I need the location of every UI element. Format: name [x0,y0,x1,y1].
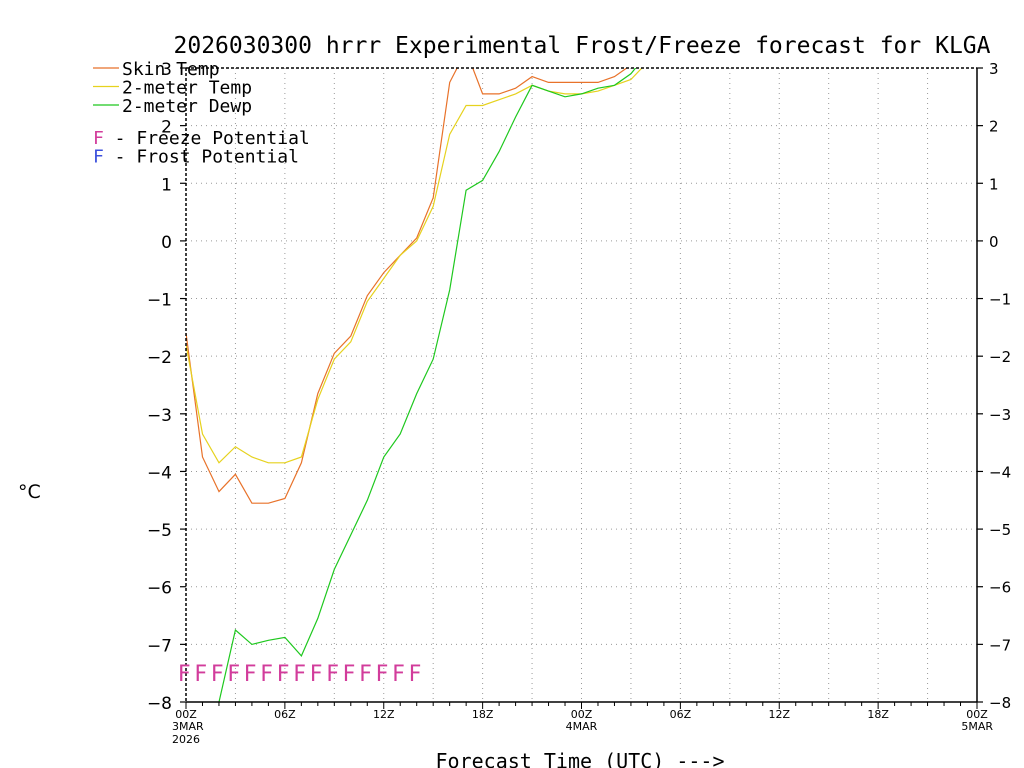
freeze-flag-marker: F [194,662,207,687]
x-tick-label: 12Z [373,708,395,721]
freeze-flag-marker: F [277,662,290,687]
x-tick-year-label: 2026 [172,733,200,746]
grid-lines [186,68,977,702]
y-tick-label-right: −7 [989,636,1011,654]
potential-legend-flag: F [93,128,104,149]
x-tick-label: 00Z [966,708,988,721]
y-tick-label-right: 1 [989,175,999,193]
x-tick-label: 06Z [670,708,692,721]
y-tick-label-left: −8 [147,694,172,714]
freeze-flag-marker: F [211,662,224,687]
freeze-flag-marker: F [376,662,389,687]
y-tick-label-left: −3 [147,406,172,426]
freeze-flag-marker: F [310,662,323,687]
y-tick-label-right: −3 [989,406,1011,424]
x-tick-date-label: 3MAR [172,720,204,733]
y-tick-label-right: −1 [989,291,1011,309]
y-tick-label-left: 0 [161,233,172,253]
x-tick-label: 00Z [571,708,593,721]
x-axis-label: Forecast Time (UTC) ---> [436,749,725,768]
y-tick-label-left: 2 [161,118,172,138]
series-line-2-meter-dewp [218,68,637,702]
y-tick-label-left: −4 [147,463,172,483]
y-tick-label-left: −6 [147,579,172,599]
chart-title: 2026030300 hrrr Experimental Frost/Freez… [174,33,991,59]
potential-legend-entry: F - Frost Potential [93,147,299,168]
freeze-flag-marker: F [359,662,372,687]
freeze-flag-marker: F [409,662,422,687]
potential-legend-flag: F [93,147,104,168]
freeze-flag-marker: F [227,662,240,687]
legend-label: Skin Temp [122,59,220,80]
x-tick-date-label: 4MAR [566,720,598,733]
y-axis-label: °C [18,481,41,503]
y-tick-label-right: −5 [989,521,1011,539]
y-tick-label-left: −7 [147,636,172,656]
x-tick-label: 06Z [274,708,296,721]
y-tick-label-left: −5 [147,521,172,541]
y-tick-label-right: 0 [989,233,999,251]
series-line-skin-temp [186,68,628,504]
freeze-flag-marker: F [244,662,257,687]
x-tick-label: 00Z [175,708,197,721]
series-line-2-meter-temp [186,68,643,464]
potential-legend-text: - Frost Potential [104,147,299,168]
freeze-flag-marker: F [178,662,191,687]
y-tick-label-right: −2 [989,348,1011,366]
freeze-flag-marker: F [326,662,339,687]
y-tick-label-right: 3 [989,60,999,78]
y-axis-ticks: −8 −8 −7 −7 −6 −6 −5 −5 −4 −4 −3 −3 −2 −2 −1 −1 0 0 1 1 2 2 3 3 [147,60,1011,714]
potential-legend-text: - Freeze Potential [104,128,310,149]
y-tick-label-left: −1 [147,291,172,311]
freeze-flag-marker: F [343,662,356,687]
x-tick-label: 12Z [768,708,790,721]
x-tick-label: 18Z [867,708,889,721]
y-tick-label-left: 3 [161,60,172,80]
y-tick-label-left: −2 [147,348,172,368]
legend-label: 2-meter Temp [122,78,252,99]
freeze-flag-marker: F [260,662,273,687]
y-tick-label-right: −8 [989,694,1011,712]
series-lines [186,68,643,702]
freeze-flag-marker: F [293,662,306,687]
freeze-flag-marker: F [392,662,405,687]
y-tick-label-right: 2 [989,118,999,136]
y-tick-label-left: 1 [161,175,172,195]
x-tick-date-label: 5MAR [961,720,993,733]
y-tick-label-right: −4 [989,463,1011,481]
y-tick-label-right: −6 [989,579,1011,597]
potential-legend-entry: F - Freeze Potential [93,128,310,149]
legend-label: 2-meter Dewp [122,96,252,117]
x-tick-label: 18Z [472,708,494,721]
